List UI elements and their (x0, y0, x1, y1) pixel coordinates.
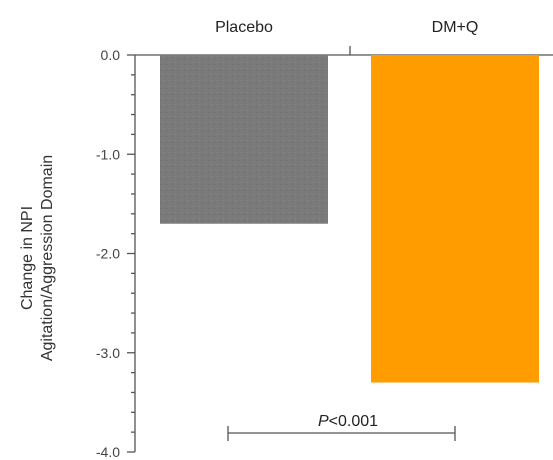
category-labels: Placebo DM+Q (215, 19, 478, 36)
p-value-label: P<0.001 (318, 413, 378, 430)
significance-bracket: P<0.001 (227, 413, 456, 441)
bar-placebo (160, 55, 328, 224)
y-ticks (127, 54, 135, 453)
category-label: Placebo (215, 19, 273, 36)
y-tick-labels: 0.0 -1.0 -2.0 -3.0 -4.0 (96, 47, 120, 460)
y-tick-label: -1.0 (96, 146, 120, 162)
bars (160, 55, 539, 383)
y-tick-label: -2.0 (96, 246, 120, 262)
y-tick-label: 0.0 (101, 47, 121, 63)
y-axis-title-line1: Change in NPI (19, 206, 36, 310)
bar-dm-q (371, 55, 539, 383)
y-tick-label: -4.0 (96, 444, 120, 460)
category-label: DM+Q (432, 19, 479, 36)
y-axis-title-line2: Agitation/Aggression Domain (39, 155, 56, 361)
y-tick-label: -3.0 (96, 345, 120, 361)
